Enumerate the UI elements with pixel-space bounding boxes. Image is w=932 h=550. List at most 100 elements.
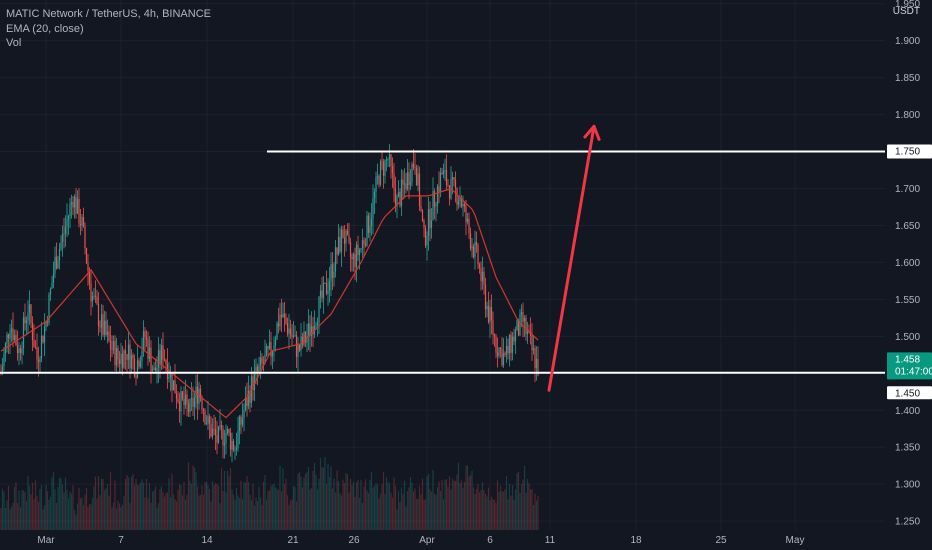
time-tick-label: 14 <box>201 535 213 546</box>
candle-body <box>465 206 467 222</box>
volume-bar <box>187 462 190 530</box>
candle-body <box>495 336 497 353</box>
volume-bar <box>346 474 349 530</box>
candle-body <box>187 403 190 412</box>
volume-bar <box>318 478 320 530</box>
candle-body <box>127 344 130 360</box>
volume-bar <box>118 503 121 530</box>
candle-body <box>534 348 536 368</box>
volume-bar <box>300 476 302 530</box>
volume-bar <box>109 472 112 530</box>
volume-bar <box>193 467 196 530</box>
volume-bar <box>421 478 424 530</box>
candle-body <box>216 435 218 443</box>
candle-body <box>292 336 295 338</box>
candle-body <box>361 240 364 249</box>
volume-bar <box>237 495 239 530</box>
candle-body <box>378 175 380 185</box>
volume-bar <box>390 492 392 530</box>
candle-body <box>337 237 340 255</box>
volume-bar <box>519 493 521 530</box>
candle-body <box>288 328 290 334</box>
legend-volume[interactable]: Vol <box>6 37 22 49</box>
volume-bar <box>198 495 200 530</box>
volume-bar <box>481 482 484 530</box>
volume-bar <box>192 465 194 530</box>
candle-body <box>418 173 421 207</box>
volume-bar <box>31 482 34 530</box>
volume-bar <box>73 509 76 530</box>
candle-body <box>406 172 409 190</box>
volume-bar <box>268 490 271 530</box>
volume-bar <box>430 491 433 530</box>
candle-body <box>480 267 482 282</box>
time-tick-label: Mar <box>37 535 55 546</box>
volume-bar <box>217 485 220 530</box>
volume-bar <box>375 483 377 530</box>
candle-body <box>351 257 353 260</box>
candle-body <box>189 398 191 412</box>
legend-ema[interactable]: EMA (20, close) <box>6 22 84 35</box>
candle-body <box>103 320 106 335</box>
candle-body <box>12 328 14 340</box>
candle-body <box>72 201 74 208</box>
volume-bar <box>190 483 193 530</box>
volume-bar <box>145 479 148 530</box>
candle-body <box>79 223 82 226</box>
volume-bar <box>309 489 311 530</box>
volume-bar <box>399 501 401 530</box>
volume-bar <box>352 481 355 530</box>
candle-body <box>196 386 199 404</box>
candle-body <box>175 393 178 399</box>
candle-body <box>66 219 68 227</box>
volume-bar <box>240 480 242 530</box>
volume-bar <box>534 493 536 530</box>
volume-bar <box>489 500 491 530</box>
volume-bar <box>133 485 136 530</box>
volume-bar <box>532 504 535 530</box>
candle-body <box>279 314 281 327</box>
candle-body <box>324 282 326 284</box>
volume-bar <box>508 483 511 530</box>
candle-body <box>439 172 442 192</box>
candle-body <box>87 263 89 271</box>
candle-body <box>294 335 296 337</box>
volume-bar <box>463 481 466 530</box>
candle-body <box>535 359 538 368</box>
candle-body <box>390 154 392 167</box>
candle-body <box>174 380 176 394</box>
candle-body <box>327 290 329 294</box>
volume-bar <box>394 485 397 530</box>
candle-body <box>88 270 91 284</box>
volume-bar <box>94 476 97 530</box>
candle-body <box>199 388 202 398</box>
price-tick-label: 1.400 <box>895 406 920 417</box>
candle-body <box>249 390 251 403</box>
candle-body <box>220 425 223 429</box>
candle-body <box>190 398 193 399</box>
volume-bar <box>27 475 29 530</box>
volume-bar <box>367 493 370 530</box>
candle-body <box>207 416 209 424</box>
candle-body <box>321 290 323 299</box>
candle-body <box>231 440 233 450</box>
volume-bar <box>358 497 361 530</box>
candle-body <box>526 331 529 335</box>
candle-body <box>253 371 256 390</box>
volume-bar <box>513 499 515 530</box>
volume-bar <box>12 503 14 530</box>
volume-bar <box>429 489 431 530</box>
volume-bar <box>325 484 328 530</box>
volume-bar <box>108 495 110 530</box>
candle-body <box>151 369 154 372</box>
volume-bar <box>100 478 103 530</box>
volume-bar <box>505 476 508 530</box>
candle-body <box>172 380 175 391</box>
volume-bar <box>286 495 289 530</box>
volume-bar <box>450 489 452 530</box>
candle-body <box>355 244 358 267</box>
volume-bar <box>459 483 461 530</box>
horizontal-levels <box>0 150 885 374</box>
volume-bar <box>208 489 211 530</box>
